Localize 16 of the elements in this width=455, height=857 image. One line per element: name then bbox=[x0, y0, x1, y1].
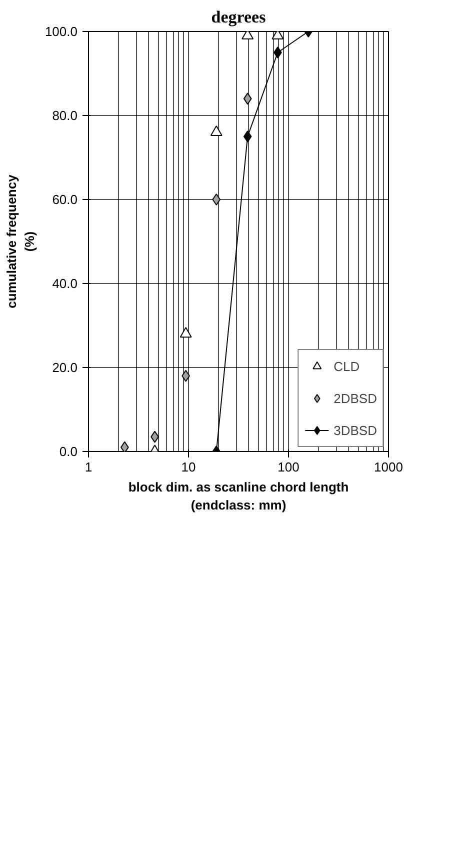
y-tick-label: 0.0 bbox=[59, 444, 78, 459]
x-tick-label: 1000 bbox=[374, 460, 403, 474]
y-tick-label: 80.0 bbox=[52, 108, 78, 123]
chart-title: degrees bbox=[211, 8, 266, 26]
y-tick-label: 60.0 bbox=[52, 192, 78, 207]
x-tick-label: 1 bbox=[84, 460, 92, 474]
legend-label: 2DBSD bbox=[334, 390, 377, 406]
y-axis-title: cumulative frequency (%) bbox=[4, 174, 37, 308]
y-tick-label: 20.0 bbox=[52, 360, 78, 375]
y-tick-label: 100.0 bbox=[44, 24, 78, 39]
legend-label: CLD bbox=[334, 358, 360, 374]
x-tick-label: 10 bbox=[181, 460, 196, 474]
legend-label: 3DBSD bbox=[334, 422, 377, 438]
x-axis-title: block dim. as scanline chord length (endclass: mm) bbox=[128, 480, 349, 512]
y-tick-label: 40.0 bbox=[52, 276, 78, 291]
x-tick-label: 100 bbox=[278, 460, 300, 474]
